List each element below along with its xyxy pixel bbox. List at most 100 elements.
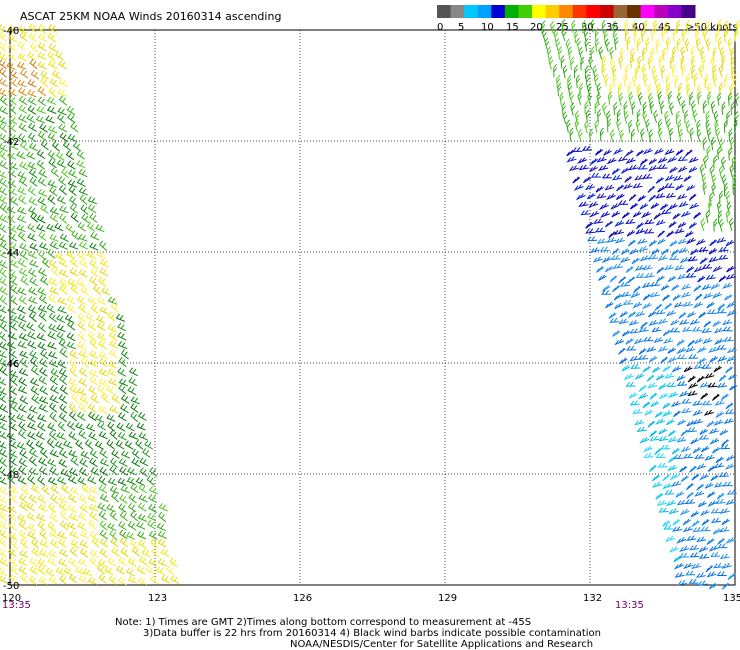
wind-barb [690,65,696,79]
wind-barb [29,377,40,387]
wind-barb [676,193,687,200]
wind-barb [596,92,602,106]
wind-barb [612,263,623,269]
wind-barb [71,230,80,241]
legend-swatch [572,5,587,18]
wind-barb [686,83,691,98]
wind-barb [118,529,128,540]
wind-barb [0,186,8,196]
wind-barb [88,431,98,441]
wind-barb [685,20,691,34]
wind-barb [661,410,672,418]
wind-barb [18,321,27,332]
wind-barb [700,526,711,532]
wind-barb [87,494,97,503]
wind-barb [98,484,108,494]
wind-barb [145,565,155,575]
wind-barb [8,232,18,242]
legend-label: 20 [530,22,543,33]
wind-barb [81,213,90,224]
wind-barb [69,546,78,557]
wind-barb [9,284,19,295]
wind-barb [643,228,654,234]
wind-barb [706,538,715,546]
wind-barb [714,119,719,134]
wind-barb [10,357,19,368]
wind-barb [99,466,109,477]
wind-barb [109,485,119,494]
wind-barb [55,151,65,161]
wind-barb [668,508,679,515]
wind-barb [679,508,690,516]
wind-barb [58,368,68,378]
wind-barb [27,523,37,532]
wind-barb [681,283,692,290]
wind-barb [636,37,641,52]
wind-barb [47,179,57,188]
wind-barb [6,340,16,349]
wind-barb [693,363,704,370]
wind-barb [715,411,725,418]
wind-barb [725,402,734,410]
wind-barb [708,346,719,353]
wind-barb [20,573,29,584]
wind-barb [713,218,718,232]
wind-barb [91,537,100,548]
wind-barb [655,219,666,226]
wind-barb [594,119,600,133]
wind-barb [57,107,67,116]
wind-barb [39,123,48,133]
wind-barb [581,20,587,34]
wind-barb [616,193,625,200]
wind-barb [8,369,19,378]
wind-barb [716,344,727,350]
wind-barb [584,120,590,134]
wind-barb [699,428,709,435]
wind-barb [41,485,50,496]
wind-barb [8,521,18,531]
wind-barb [698,357,707,364]
wind-barb [59,205,69,214]
wind-barb [59,548,69,558]
wind-barb [701,327,712,334]
wind-barb [37,196,47,206]
wind-barb [89,242,99,251]
wind-barb [629,355,640,362]
wind-barb [632,301,643,309]
wind-barb [650,400,660,407]
wind-barb [17,513,27,523]
wind-barb [62,140,72,151]
wind-barb [677,221,687,229]
wind-barb [735,20,740,34]
wind-barb [696,19,701,33]
wind-barb [671,480,682,487]
wind-barb [67,113,76,124]
wind-barb [632,182,643,189]
wind-barb [117,431,127,441]
wind-barb [708,256,719,263]
wind-barb [107,421,116,432]
wind-barb [677,419,686,426]
wind-barb [58,501,68,512]
wind-barb [37,565,46,576]
wind-barb [685,120,691,134]
wind-barb [654,304,663,311]
wind-barb [725,239,735,247]
wind-barb [8,465,18,476]
wind-barb [711,182,717,196]
wind-barb [37,475,46,486]
wind-barb [120,403,129,414]
wind-barb [640,158,648,166]
wind-barb [109,457,119,468]
wind-barb [107,311,116,322]
wind-barb [125,422,135,432]
wind-barb [662,520,671,527]
wind-barb [678,201,689,208]
wind-barb [59,132,69,142]
wind-barb [68,411,78,422]
wind-barb [686,184,696,191]
wind-barb [47,32,56,43]
wind-barb [724,463,735,470]
wind-barb [633,29,638,43]
wind-barb [696,83,702,98]
